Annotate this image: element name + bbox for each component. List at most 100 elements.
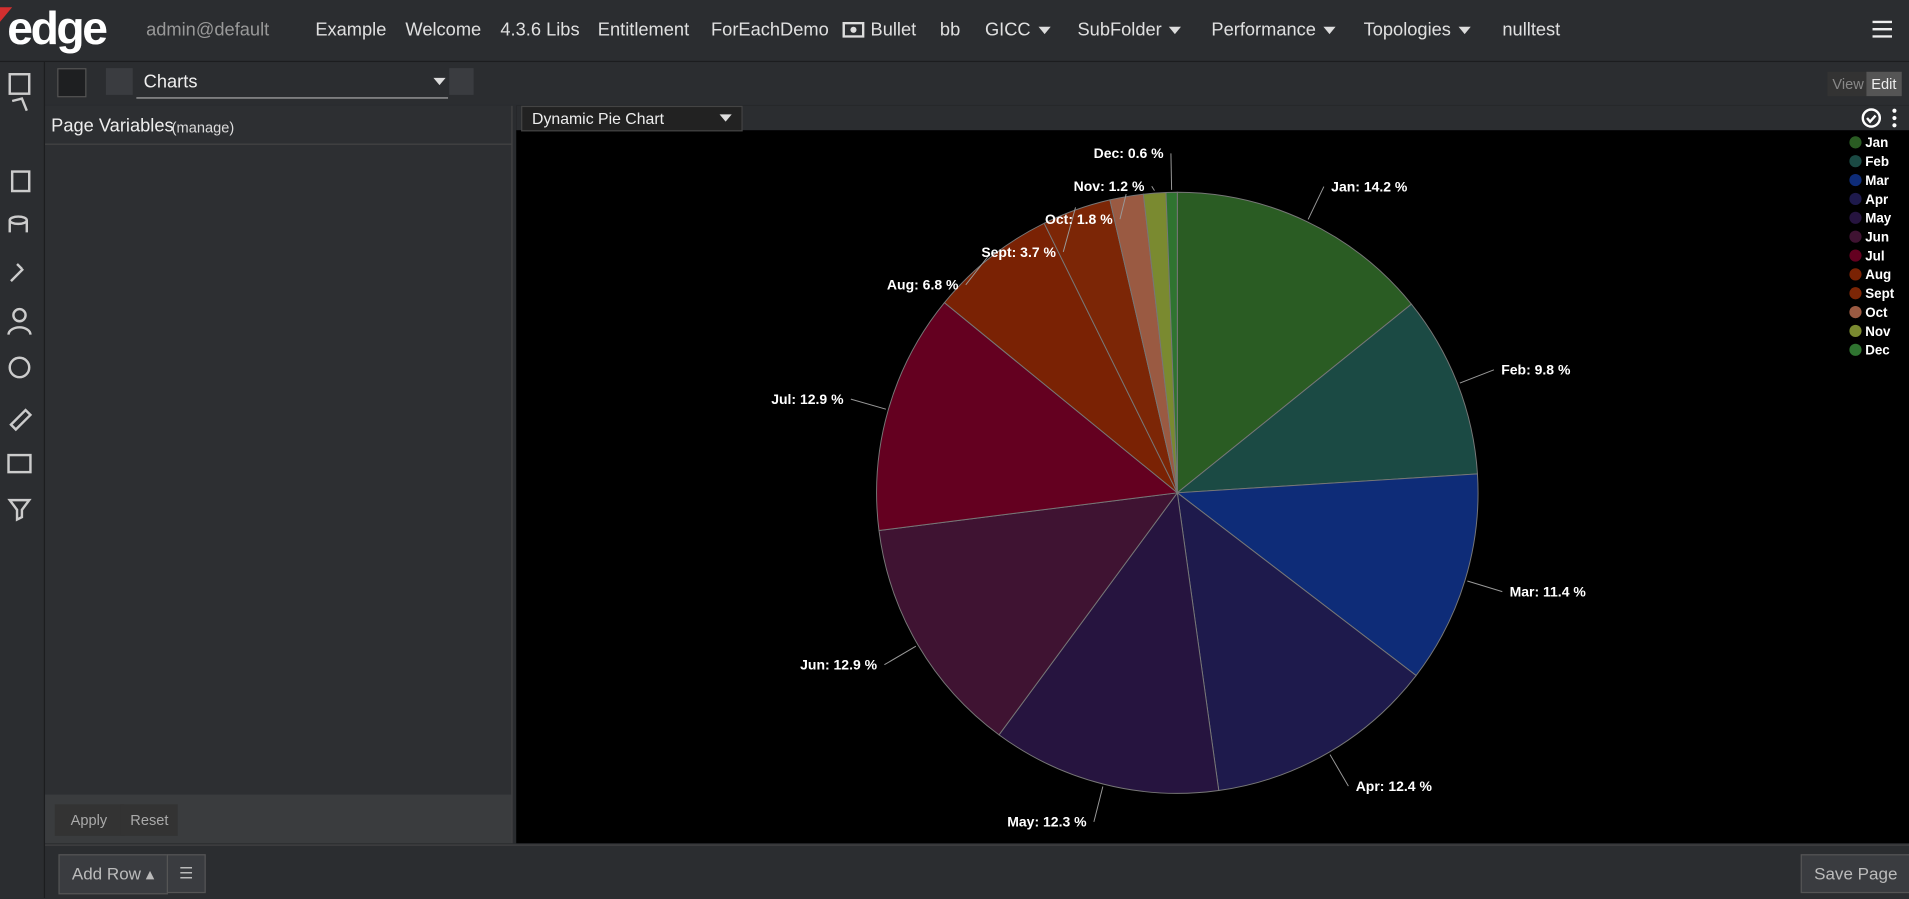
leader-line [1467, 580, 1503, 593]
rail-icons [7, 73, 33, 522]
chart-actions[interactable] [1861, 107, 1909, 129]
data-label: Jan: 14.2 % [1331, 178, 1408, 194]
leader-line [884, 645, 917, 666]
logo: edge [0, 5, 110, 54]
page-select[interactable]: Charts [136, 68, 449, 99]
manage-link[interactable]: (manage) [171, 119, 235, 137]
leader-line [1459, 369, 1495, 384]
legend-swatch [1849, 230, 1862, 243]
var-button[interactable] [57, 68, 87, 98]
leader-line [1329, 754, 1349, 787]
legend-swatch [1849, 211, 1862, 224]
page-icon [105, 68, 133, 95]
pie-slice [1175, 473, 1479, 677]
pie-slice [1175, 303, 1478, 494]
page-action[interactable] [449, 68, 474, 95]
leader-line [1307, 186, 1325, 220]
legend-label: Jul [1865, 248, 1884, 263]
nav-item[interactable]: Topologies [1364, 19, 1471, 40]
leader-line [1151, 185, 1155, 191]
nav-label: GICC [984, 19, 1031, 41]
data-label: Jul: 12.9 % [771, 391, 844, 407]
data-label: Sept: 3.7 % [981, 244, 1056, 260]
legend-label: Aug [1865, 267, 1891, 282]
add-row-label: Add Row [71, 863, 142, 884]
panel-footer: Apply Reset [45, 794, 512, 844]
nav-item[interactable]: Welcome [405, 19, 482, 41]
leader-line [1170, 153, 1173, 190]
legend-label: Sept [1865, 286, 1895, 301]
pie-slice [876, 302, 1179, 532]
edit-button[interactable]: Edit [1866, 71, 1902, 97]
data-label: Dec: 0.6 % [1094, 145, 1165, 161]
pie-slice [998, 491, 1220, 794]
menu[interactable] [1872, 20, 1892, 38]
legend-label: Feb [1865, 154, 1889, 169]
legend-label: Jan [1865, 135, 1888, 150]
data-label: Oct: 1.8 % [1045, 211, 1113, 227]
legend-label: Nov [1865, 324, 1891, 339]
legend-swatch [1849, 136, 1862, 149]
panel-title: Page Variables [51, 115, 174, 137]
view-button[interactable]: View [1827, 71, 1869, 97]
data-label: Nov: 1.2 % [1074, 178, 1145, 194]
legend-swatch [1849, 287, 1862, 300]
pie-slice [1176, 191, 1413, 494]
pie-slice [1176, 491, 1417, 792]
panel-header: Page Variables (manage) [45, 106, 512, 145]
nav-item[interactable]: SubFolder [1077, 19, 1182, 41]
apply-button[interactable]: Apply [54, 804, 125, 836]
legend-swatch [1849, 343, 1862, 356]
legend-label: Mar [1865, 173, 1889, 188]
nav-item[interactable]: 4.3.6 Libs [500, 19, 580, 41]
chart-title: Dynamic Pie Chart [532, 109, 664, 128]
data-label: Apr: 12.4 % [1356, 778, 1433, 794]
logo-text: edge [7, 5, 107, 54]
nav-item[interactable]: ForEachDemo [711, 19, 829, 41]
footer: Add Row ▴ ☰ Save Page [45, 844, 1909, 899]
data-label: Feb: 9.8 % [1501, 362, 1571, 378]
settings-button[interactable]: ☰ [166, 854, 206, 894]
nav-item[interactable]: bb [939, 19, 961, 41]
nav-item[interactable]: nulltest [1502, 19, 1561, 41]
legend-label: Jun [1865, 230, 1889, 245]
nav-item[interactable]: Entitlement [597, 19, 690, 41]
data-label: May: 12.3 % [1007, 814, 1087, 830]
pie-slice [943, 222, 1178, 494]
legend-label: May [1865, 211, 1892, 226]
nav-item[interactable]: Performance [1211, 19, 1336, 41]
leader-line [850, 398, 887, 410]
nav-item[interactable]: Example [315, 19, 387, 41]
icon-rail [0, 62, 46, 898]
leader-line [1119, 194, 1127, 220]
pie-slice [1165, 191, 1178, 493]
nav-item[interactable]: Bullet [870, 19, 917, 41]
bullet-icon [842, 21, 865, 38]
pie-chart: Jan: 14.2 % Feb: 9.8 % Mar: 11.4 % Apr: 12.… [771, 135, 1895, 830]
user: admin@default [146, 19, 270, 41]
toolbar: Charts View Edit [45, 62, 1909, 105]
nav-item[interactable]: GICC [984, 19, 1051, 41]
chart-select[interactable]: Dynamic Pie Chart [521, 105, 743, 132]
pie-slice [878, 492, 1179, 736]
legend-label: Oct [1865, 305, 1888, 320]
chart-header: Dynamic Pie Chart [516, 105, 1909, 132]
save-button[interactable]: Save Page [1800, 854, 1909, 894]
page-name: Charts [143, 71, 198, 93]
nav-label: Topologies [1363, 19, 1451, 41]
legend-swatch [1849, 155, 1862, 168]
reset-button[interactable]: Reset [120, 804, 179, 836]
add-row-button[interactable]: Add Row ▴ [58, 854, 168, 895]
legend-label: Dec [1865, 343, 1890, 358]
nav-label: Performance [1211, 19, 1316, 41]
nav-label: SubFolder [1077, 19, 1162, 41]
data-label: Jun: 12.9 % [800, 657, 878, 673]
legend-swatch [1849, 268, 1862, 281]
top-bar: edge admin@default Example Welcome 4.3.6… [0, 0, 1909, 63]
leader-line [1093, 786, 1104, 823]
legend-swatch [1849, 174, 1862, 187]
data-label: Aug: 6.8 % [887, 277, 959, 293]
legend-swatch [1849, 324, 1862, 338]
